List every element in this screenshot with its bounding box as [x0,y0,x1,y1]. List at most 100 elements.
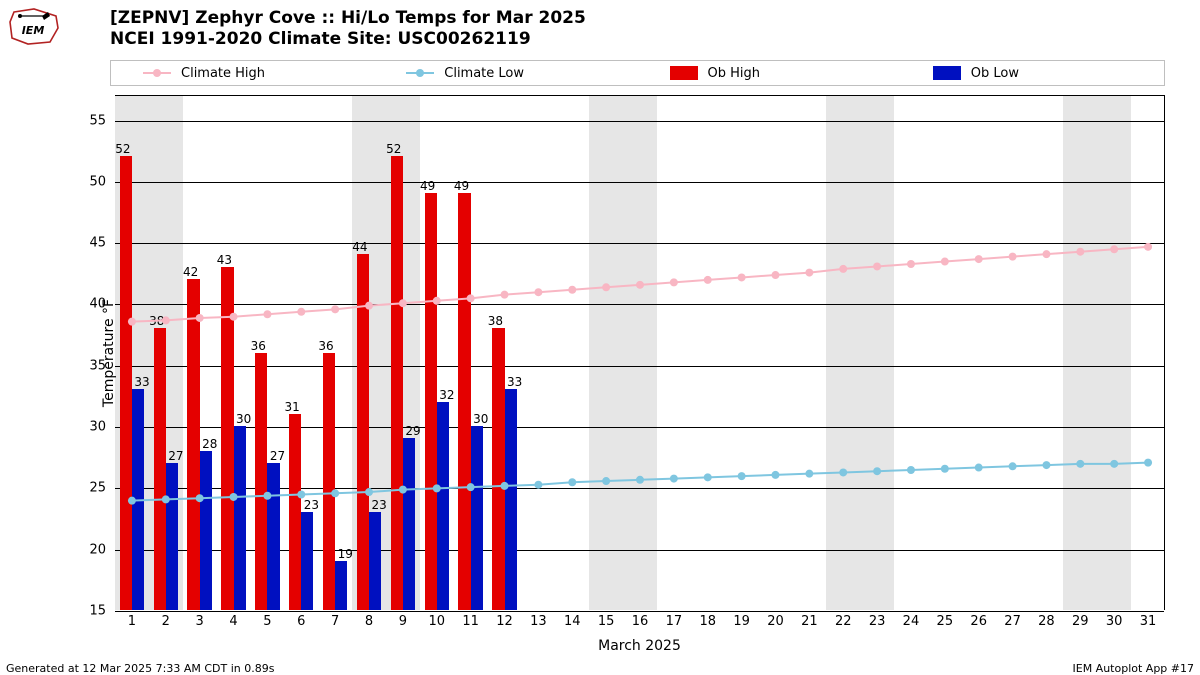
ytick-label: 50 [89,174,106,189]
ytick-label: 40 [89,297,106,312]
ob-low-bar [471,426,483,610]
ob-low-bar [403,438,415,610]
xtick-label: 1 [128,614,136,629]
ob-high-bar [458,193,470,610]
xtick-label: 31 [1140,614,1157,629]
xtick-label: 17 [666,614,683,629]
legend-label-climate-low: Climate Low [444,66,524,81]
ob-high-bar-label: 49 [454,179,469,193]
ygrid-line [115,427,1164,428]
xtick-label: 12 [496,614,513,629]
ob-high-bar-label: 38 [149,314,164,328]
svg-text:IEM: IEM [22,24,45,37]
ob-high-bar [120,156,132,610]
xtick-label: 21 [801,614,818,629]
ob-low-bar-label: 27 [168,449,183,463]
ob-high-bar-label: 43 [217,253,232,267]
xtick-label: 16 [632,614,649,629]
title-line1: [ZEPNV] Zephyr Cove :: Hi/Lo Temps for M… [110,8,586,29]
xtick-label: 18 [699,614,716,629]
xtick-label: 25 [937,614,954,629]
iem-logo: IEM [6,6,60,46]
ob-low-bar-label: 30 [473,412,488,426]
ytick-label: 20 [89,542,106,557]
ob-low-bar [369,512,381,610]
xtick-label: 8 [365,614,373,629]
xtick-label: 27 [1004,614,1021,629]
ob-low-bar-label: 27 [270,449,285,463]
xtick-label: 15 [598,614,615,629]
ygrid-line [115,304,1164,305]
ytick-label: 30 [89,420,106,435]
xtick-label: 23 [869,614,886,629]
ygrid-line [115,121,1164,122]
ob-low-bar [505,389,517,610]
ytick-label: 15 [89,604,106,619]
xtick-label: 11 [462,614,479,629]
ob-low-bar-label: 23 [304,498,319,512]
ob-low-bar-label: 30 [236,412,251,426]
ob-low-rect-icon [933,66,961,80]
ob-high-bar [255,353,267,611]
xtick-label: 24 [903,614,920,629]
ygrid-line [115,243,1164,244]
ob-high-bar [391,156,403,610]
legend-item-climate-high: Climate High [111,66,374,81]
xtick-label: 10 [428,614,445,629]
ytick-label: 55 [89,113,106,128]
plot-area: 5238424336313644524949383327283027231923… [115,95,1165,610]
legend-label-ob-high: Ob High [708,66,761,81]
weekend-band [826,96,894,610]
ygrid-line [115,182,1164,183]
xtick-label: 22 [835,614,852,629]
ob-high-bar [187,279,199,610]
legend-item-ob-low: Ob Low [901,66,1164,81]
footer-generated: Generated at 12 Mar 2025 7:33 AM CDT in … [6,662,274,675]
ytick-label: 45 [89,236,106,251]
xtick-label: 5 [263,614,271,629]
ob-low-bar [234,426,246,610]
ytick-label: 25 [89,481,106,496]
legend-item-climate-low: Climate Low [374,66,637,81]
ob-low-bar [200,451,212,610]
ob-high-bar [289,414,301,610]
xtick-label: 29 [1072,614,1089,629]
ob-high-bar-label: 44 [352,240,367,254]
footer-app: IEM Autoplot App #17 [1073,662,1195,675]
legend-item-ob-high: Ob High [638,66,901,81]
ob-low-bar-label: 33 [134,375,149,389]
xtick-label: 13 [530,614,547,629]
climate-high-line-icon [143,72,171,74]
ob-low-bar [301,512,313,610]
x-axis-label: March 2025 [598,638,681,654]
legend-label-climate-high: Climate High [181,66,265,81]
ob-high-bar-label: 52 [115,142,130,156]
ob-high-bar [425,193,437,610]
xtick-label: 19 [733,614,750,629]
ob-high-bar [221,267,233,610]
ob-low-bar-label: 33 [507,375,522,389]
ob-high-bar [492,328,504,610]
ob-high-bar-label: 42 [183,265,198,279]
climate-low-dot-icon [416,69,424,77]
ytick-label: 35 [89,358,106,373]
xtick-label: 7 [331,614,339,629]
plot-inner: 5238424336313644524949383327283027231923… [115,96,1164,610]
xtick-label: 2 [162,614,170,629]
ob-low-bar [437,402,449,610]
ob-high-bar-label: 38 [488,314,503,328]
xtick-label: 9 [399,614,407,629]
legend: Climate High Climate Low Ob High Ob Low [110,60,1165,86]
ob-low-bar-label: 29 [405,424,420,438]
xtick-label: 26 [970,614,987,629]
xtick-label: 6 [297,614,305,629]
ob-high-bar [357,254,369,610]
ob-high-rect-icon [670,66,698,80]
climate-low-line-icon [406,72,434,74]
ob-high-bar-label: 52 [386,142,401,156]
ob-high-bar-label: 36 [318,339,333,353]
ob-low-bar [267,463,279,610]
xtick-label: 14 [564,614,581,629]
ob-low-bar [166,463,178,610]
ob-low-bar-label: 28 [202,437,217,451]
